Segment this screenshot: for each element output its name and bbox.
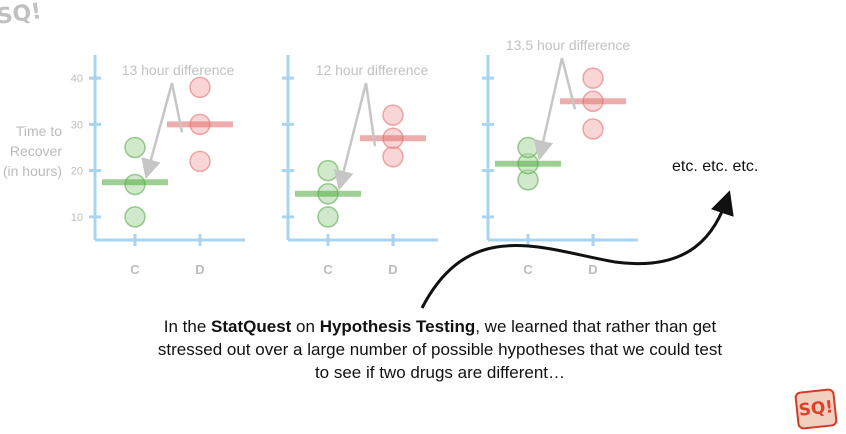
chart-title: 12 hour difference <box>316 62 429 78</box>
chart-panel: C D 13.5 hour difference <box>482 37 638 277</box>
annotation-arrow <box>540 57 577 156</box>
x-tick-label: C <box>130 262 140 277</box>
y-axis-label-line: (in hours) <box>3 163 62 179</box>
caption-part: on <box>291 317 320 336</box>
x-tick-label: D <box>388 262 397 277</box>
data-point <box>317 159 339 182</box>
data-point <box>124 136 146 159</box>
data-point <box>189 76 211 99</box>
y-tick-label: 40 <box>71 73 83 85</box>
chart-title: 13 hour difference <box>122 62 235 78</box>
data-point <box>517 136 539 159</box>
y-axis-label: Time to Recover (in hours) <box>3 123 62 179</box>
y-axis-label-line: Time to <box>16 123 62 139</box>
chart-title: 13.5 hour difference <box>506 37 630 53</box>
data-point <box>189 150 211 173</box>
annotation-arrow <box>147 82 184 174</box>
x-tick-label: D <box>588 262 597 277</box>
statquest-logo-top: SQ! <box>0 0 43 30</box>
curved-arrow <box>420 190 734 309</box>
chart-panel: 10 20 30 40 C D 13 hour difference <box>71 55 245 277</box>
etc-label: etc. etc. etc. <box>672 158 759 175</box>
chart-panel: C D 12 hour difference <box>282 55 438 277</box>
data-point <box>382 146 404 168</box>
annotation-arrow <box>340 82 377 186</box>
caption-part: , we learned that rather than get stress… <box>157 317 723 382</box>
data-point <box>582 118 604 140</box>
caption-hypothesis-testing: Hypothesis Testing <box>319 317 476 336</box>
caption-text: In the StatQuest on Hypothesis Testing, … <box>150 315 730 384</box>
y-axis-label-line: Recover <box>10 143 62 159</box>
data-point <box>382 104 404 126</box>
caption-part: In the <box>163 317 212 336</box>
data-point <box>317 206 339 228</box>
caption-statquest: StatQuest <box>211 317 292 336</box>
x-tick-label: D <box>195 262 204 277</box>
x-tick-label: C <box>323 262 333 277</box>
y-tick-label: 20 <box>71 166 83 178</box>
y-tick-label: 10 <box>71 212 83 224</box>
data-point <box>124 206 146 228</box>
x-tick-label: C <box>523 262 533 277</box>
data-point <box>582 67 604 89</box>
charts-group: 10 20 30 40 C D 13 hour difference C D 12 hour di… <box>71 37 638 277</box>
statquest-logo-bottom: SQ! <box>794 388 838 430</box>
y-tick-label: 30 <box>71 119 83 131</box>
